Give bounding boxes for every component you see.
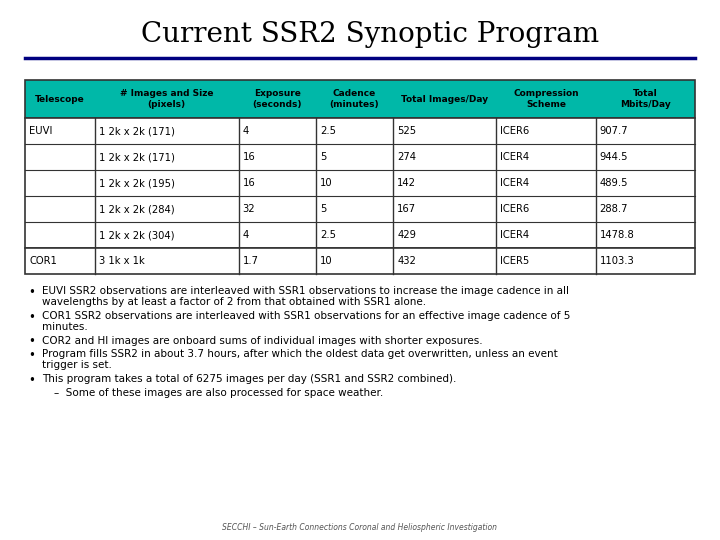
Text: 489.5: 489.5 xyxy=(600,178,628,188)
Text: 5: 5 xyxy=(320,152,326,162)
Text: 944.5: 944.5 xyxy=(600,152,628,162)
Text: SECCHI – Sun-Earth Connections Coronal and Heliospheric Investigation: SECCHI – Sun-Earth Connections Coronal a… xyxy=(222,523,498,532)
Text: 1 2k x 2k (304): 1 2k x 2k (304) xyxy=(99,230,174,240)
Text: 429: 429 xyxy=(397,230,416,240)
Text: Program fills SSR2 in about 3.7 hours, after which the oldest data get overwritt: Program fills SSR2 in about 3.7 hours, a… xyxy=(42,349,558,360)
Text: wavelengths by at least a factor of 2 from that obtained with SSR1 alone.: wavelengths by at least a factor of 2 fr… xyxy=(42,297,426,307)
Text: 2.5: 2.5 xyxy=(320,126,336,136)
Text: 3 1k x 1k: 3 1k x 1k xyxy=(99,256,145,266)
Text: 907.7: 907.7 xyxy=(600,126,629,136)
Text: COR2 and HI images are onboard sums of individual images with shorter exposures.: COR2 and HI images are onboard sums of i… xyxy=(42,335,482,346)
Text: ICER4: ICER4 xyxy=(500,178,529,188)
Text: Compression
Scheme: Compression Scheme xyxy=(513,89,579,109)
Text: 274: 274 xyxy=(397,152,416,162)
Text: 5: 5 xyxy=(320,204,326,214)
Text: 16: 16 xyxy=(243,178,256,188)
Text: 1 2k x 2k (171): 1 2k x 2k (171) xyxy=(99,152,175,162)
Text: 4: 4 xyxy=(243,230,249,240)
Text: This program takes a total of 6275 images per day (SSR1 and SSR2 combined).: This program takes a total of 6275 image… xyxy=(42,374,456,384)
Text: Cadence
(minutes): Cadence (minutes) xyxy=(330,89,379,109)
Text: Current SSR2 Synoptic Program: Current SSR2 Synoptic Program xyxy=(141,22,599,49)
Text: 10: 10 xyxy=(320,256,333,266)
Text: •: • xyxy=(28,349,35,362)
Text: 10: 10 xyxy=(320,178,333,188)
Text: •: • xyxy=(28,310,35,324)
Text: •: • xyxy=(28,374,35,387)
Text: COR1 SSR2 observations are interleaved with SSR1 observations for an effective i: COR1 SSR2 observations are interleaved w… xyxy=(42,310,570,321)
Text: 16: 16 xyxy=(243,152,256,162)
Text: 167: 167 xyxy=(397,204,416,214)
Text: ICER4: ICER4 xyxy=(500,152,529,162)
Text: Total
Mbits/Day: Total Mbits/Day xyxy=(620,89,670,109)
Text: 432: 432 xyxy=(397,256,416,266)
Bar xyxy=(25,80,695,118)
Text: ICER6: ICER6 xyxy=(500,126,529,136)
Text: •: • xyxy=(28,335,35,348)
Text: minutes.: minutes. xyxy=(42,322,88,332)
Text: EUVI SSR2 observations are interleaved with SSR1 observations to increase the im: EUVI SSR2 observations are interleaved w… xyxy=(42,286,569,296)
Text: –  Some of these images are also processed for space weather.: – Some of these images are also processe… xyxy=(54,388,383,398)
Text: Exposure
(seconds): Exposure (seconds) xyxy=(253,89,302,109)
Text: EUVI: EUVI xyxy=(29,126,53,136)
Bar xyxy=(25,118,695,248)
Text: 1 2k x 2k (195): 1 2k x 2k (195) xyxy=(99,178,175,188)
Text: 1 2k x 2k (284): 1 2k x 2k (284) xyxy=(99,204,174,214)
Text: ICER5: ICER5 xyxy=(500,256,529,266)
Text: 288.7: 288.7 xyxy=(600,204,628,214)
Text: 32: 32 xyxy=(243,204,255,214)
Text: 1 2k x 2k (171): 1 2k x 2k (171) xyxy=(99,126,175,136)
Text: 2.5: 2.5 xyxy=(320,230,336,240)
Text: # Images and Size
(pixels): # Images and Size (pixels) xyxy=(120,89,214,109)
Text: 4: 4 xyxy=(243,126,249,136)
Bar xyxy=(25,248,695,274)
Text: •: • xyxy=(28,286,35,299)
Text: 142: 142 xyxy=(397,178,416,188)
Text: trigger is set.: trigger is set. xyxy=(42,360,112,370)
Text: 525: 525 xyxy=(397,126,416,136)
Text: 1478.8: 1478.8 xyxy=(600,230,634,240)
Text: ICER4: ICER4 xyxy=(500,230,529,240)
Text: COR1: COR1 xyxy=(29,256,57,266)
Text: Telescope: Telescope xyxy=(35,94,85,104)
Text: ICER6: ICER6 xyxy=(500,204,529,214)
Text: Total Images/Day: Total Images/Day xyxy=(401,94,488,104)
Text: 1.7: 1.7 xyxy=(243,256,258,266)
Text: 1103.3: 1103.3 xyxy=(600,256,634,266)
